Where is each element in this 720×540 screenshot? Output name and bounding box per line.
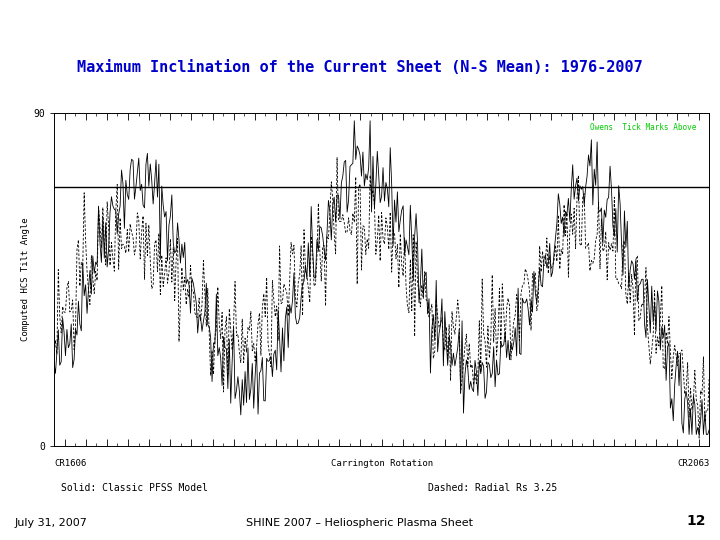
Text: 1996: 1996 — [442, 89, 472, 103]
Text: 1981: 1981 — [153, 89, 182, 103]
Text: CR2063: CR2063 — [677, 459, 709, 468]
Text: Owens  Tick Marks Above: Owens Tick Marks Above — [590, 123, 696, 132]
Text: 2006: 2006 — [651, 89, 680, 103]
Text: 1991: 1991 — [348, 89, 378, 103]
Text: 1976: 1976 — [52, 89, 81, 103]
Text: July 31, 2007: July 31, 2007 — [14, 518, 87, 528]
Text: 1986: 1986 — [247, 89, 276, 103]
Text: Dashed: Radial Rs 3.25: Dashed: Radial Rs 3.25 — [428, 483, 558, 494]
Text: CR1606: CR1606 — [54, 459, 86, 468]
Text: Solid: Classic PFSS Model: Solid: Classic PFSS Model — [61, 483, 208, 494]
Text: 2001: 2001 — [543, 89, 573, 103]
Text: Carrington Rotation: Carrington Rotation — [330, 459, 433, 468]
Text: SHINE 2007 – Heliospheric Plasma Sheet: SHINE 2007 – Heliospheric Plasma Sheet — [246, 518, 474, 528]
Text: Maximum Inclination of the Current Sheet (N-S Mean): 1976-2007: Maximum Inclination of the Current Sheet… — [77, 60, 643, 75]
Y-axis label: Computed HCS Tilt Angle: Computed HCS Tilt Angle — [22, 218, 30, 341]
Text: 12: 12 — [686, 514, 706, 528]
